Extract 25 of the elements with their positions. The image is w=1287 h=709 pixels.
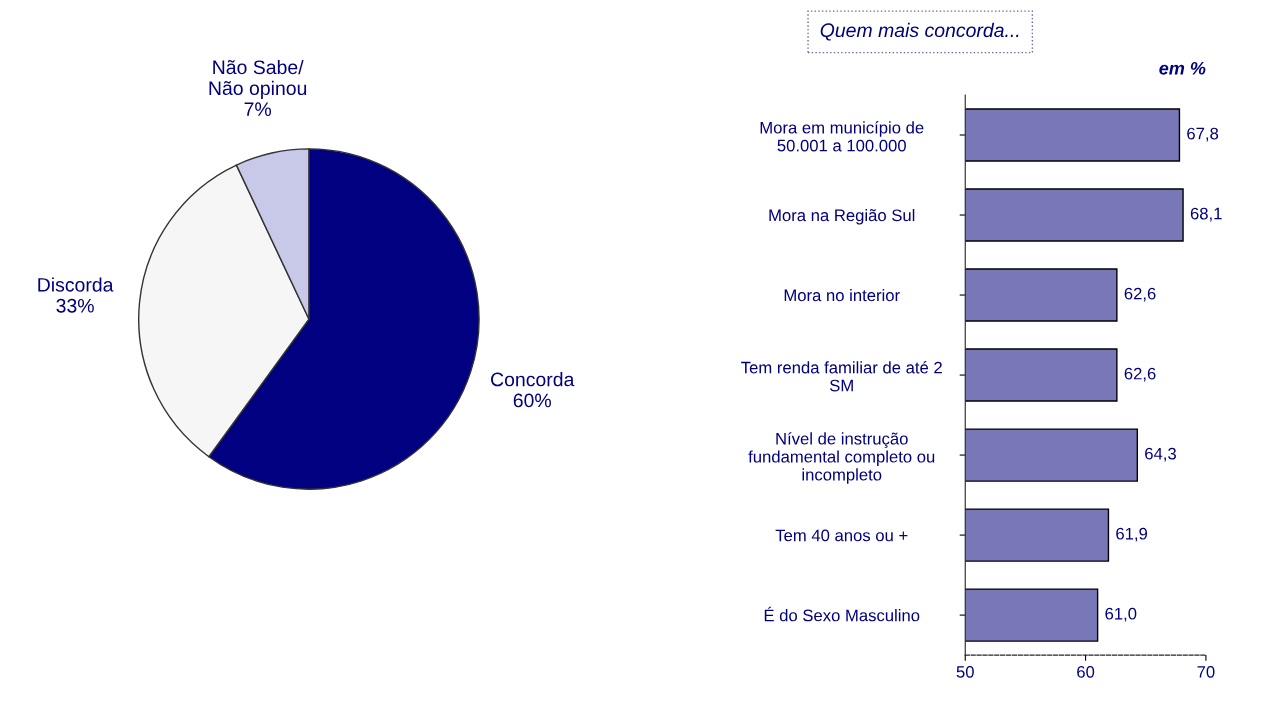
data-label: 62,6 (1124, 367, 1156, 382)
slice-label: Concorda (491, 372, 575, 387)
x-tick-label: 70 (1197, 665, 1215, 678)
x-tick-label: 60 (1077, 665, 1095, 678)
y-tick-label: Nível de instrução fundamental completo ou incompleto (748, 432, 935, 484)
y-tick-label: Tem 40 anos ou + (775, 529, 908, 542)
data-label: 33% (56, 298, 94, 313)
data-label: 61,9 (1116, 527, 1148, 542)
y-tick-label: Mora no interior (784, 289, 900, 302)
data-label: 61,0 (1105, 607, 1137, 622)
y-tick-label: É do Sexo Masculino (764, 606, 920, 622)
data-label: 62,6 (1124, 287, 1156, 302)
data-label: 60% (513, 393, 551, 408)
chart-subtitle: em % (1159, 61, 1206, 75)
data-label: 7% (244, 102, 272, 116)
y-tick-label: Mora na Região Sul (769, 208, 915, 225)
y-tick-label: Mora em município de 50.001 a 100.000 (760, 121, 924, 152)
y-tick-label: Tem renda familiar de até 2 SM (741, 361, 942, 392)
data-label: 67,8 (1187, 127, 1219, 142)
data-label: 64,3 (1145, 447, 1176, 462)
chart-title: Quem mais concorda... (820, 22, 1019, 41)
slice-label: Discorda (38, 277, 114, 292)
x-tick-label: 50 (956, 665, 974, 678)
slice-label: Não Sabe/ Não opinou (209, 59, 307, 99)
data-label: 68,1 (1190, 207, 1222, 222)
